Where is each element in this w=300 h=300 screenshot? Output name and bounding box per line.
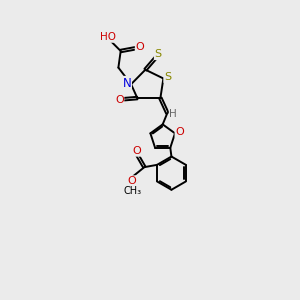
Text: CH₃: CH₃ — [123, 186, 141, 196]
Text: H: H — [169, 109, 177, 118]
Text: HO: HO — [100, 32, 116, 42]
Text: N: N — [122, 76, 131, 90]
Text: O: O — [127, 176, 136, 186]
Text: S: S — [154, 50, 162, 59]
Text: O: O — [115, 95, 124, 105]
Text: O: O — [136, 42, 144, 52]
Text: O: O — [133, 146, 141, 156]
Text: O: O — [175, 127, 184, 137]
Text: S: S — [164, 72, 171, 82]
